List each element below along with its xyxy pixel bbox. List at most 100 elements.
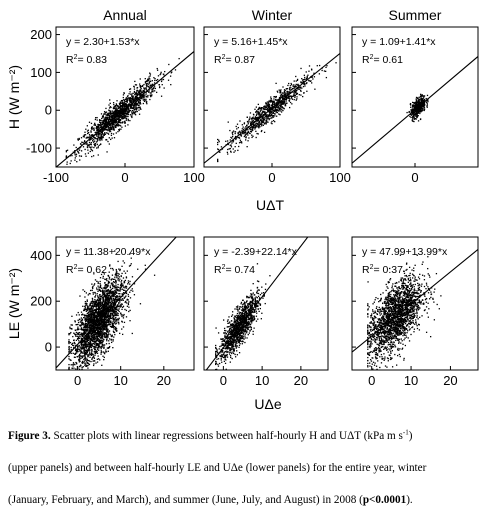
- data-point: [107, 128, 109, 130]
- data-point: [78, 149, 81, 151]
- data-point: [274, 115, 276, 117]
- data-point: [90, 312, 93, 314]
- data-point: [415, 103, 418, 105]
- data-point: [114, 125, 116, 128]
- data-point: [105, 320, 107, 322]
- data-point: [88, 136, 90, 138]
- data-point: [158, 84, 161, 86]
- data-point: [133, 107, 136, 109]
- data-point: [116, 295, 119, 297]
- data-point: [81, 362, 83, 364]
- data-point: [82, 289, 84, 291]
- data-point: [143, 98, 146, 100]
- data-point: [111, 122, 113, 124]
- data-point: [122, 315, 125, 317]
- data-point: [84, 305, 86, 308]
- data-point: [135, 84, 138, 86]
- data-point: [265, 123, 267, 125]
- data-point: [297, 87, 299, 90]
- data-point: [116, 312, 118, 314]
- data-point: [133, 90, 136, 93]
- data-point: [311, 76, 314, 78]
- data-point: [115, 274, 117, 277]
- data-point: [142, 99, 144, 101]
- data-point: [102, 355, 104, 357]
- data-point: [247, 140, 249, 142]
- data-point: [92, 329, 95, 331]
- data-point: [255, 114, 258, 117]
- data-point: [104, 328, 106, 330]
- data-point: [273, 98, 275, 100]
- data-point: [114, 286, 117, 288]
- data-point: [144, 87, 146, 89]
- data-point: [101, 335, 103, 338]
- data-point: [106, 347, 109, 349]
- data-point: [99, 320, 101, 322]
- data-point: [134, 114, 137, 116]
- data-point: [304, 76, 306, 79]
- data-point: [94, 360, 96, 362]
- data-point: [105, 311, 107, 313]
- data-point: [104, 284, 107, 286]
- data-point: [99, 286, 102, 289]
- data-point: [227, 148, 229, 151]
- data-point: [119, 118, 122, 121]
- data-point: [111, 115, 113, 118]
- data-point: [121, 105, 123, 107]
- data-point: [98, 138, 101, 140]
- data-point: [91, 338, 93, 340]
- data-point: [99, 289, 101, 291]
- data-point: [101, 132, 103, 135]
- data-point: [97, 319, 99, 322]
- data-point: [294, 96, 296, 99]
- data-point: [96, 358, 99, 360]
- data-point: [92, 336, 95, 338]
- data-point: [68, 371, 69, 372]
- data-point: [421, 95, 423, 97]
- data-point: [98, 119, 101, 121]
- data-point: [105, 315, 107, 317]
- panel-title: Annual: [103, 7, 147, 23]
- data-point: [78, 356, 80, 358]
- data-point: [106, 114, 108, 117]
- data-point: [282, 92, 284, 94]
- data-point: [117, 304, 119, 306]
- data-point: [144, 268, 147, 270]
- data-point: [267, 116, 269, 118]
- data-point: [102, 311, 104, 313]
- data-point: [123, 117, 125, 119]
- data-point: [93, 351, 95, 353]
- data-point: [77, 337, 79, 339]
- data-point: [119, 122, 122, 124]
- data-point: [110, 127, 112, 129]
- data-point: [86, 132, 89, 135]
- data-point: [111, 125, 114, 128]
- data-point: [239, 139, 242, 141]
- data-point: [235, 138, 237, 141]
- data-point: [86, 317, 88, 319]
- data-point: [105, 107, 107, 110]
- data-point: [305, 71, 307, 73]
- data-point: [238, 145, 240, 148]
- data-point: [423, 95, 425, 97]
- data-point: [117, 125, 119, 127]
- data-point: [85, 326, 87, 328]
- data-point: [94, 296, 96, 298]
- data-point: [74, 169, 75, 170]
- data-point: [426, 105, 428, 107]
- data-point: [83, 348, 86, 350]
- data-point: [257, 122, 260, 124]
- data-point: [115, 109, 117, 111]
- data-point: [98, 125, 100, 127]
- data-point: [300, 82, 302, 84]
- data-point: [105, 119, 108, 121]
- data-point: [92, 127, 94, 130]
- data-point: [127, 110, 129, 112]
- data-point: [272, 109, 275, 112]
- data-point: [426, 104, 429, 106]
- data-point: [112, 318, 114, 321]
- data-point: [234, 131, 236, 133]
- data-point: [123, 297, 126, 299]
- data-point: [240, 134, 242, 137]
- data-point: [414, 117, 416, 120]
